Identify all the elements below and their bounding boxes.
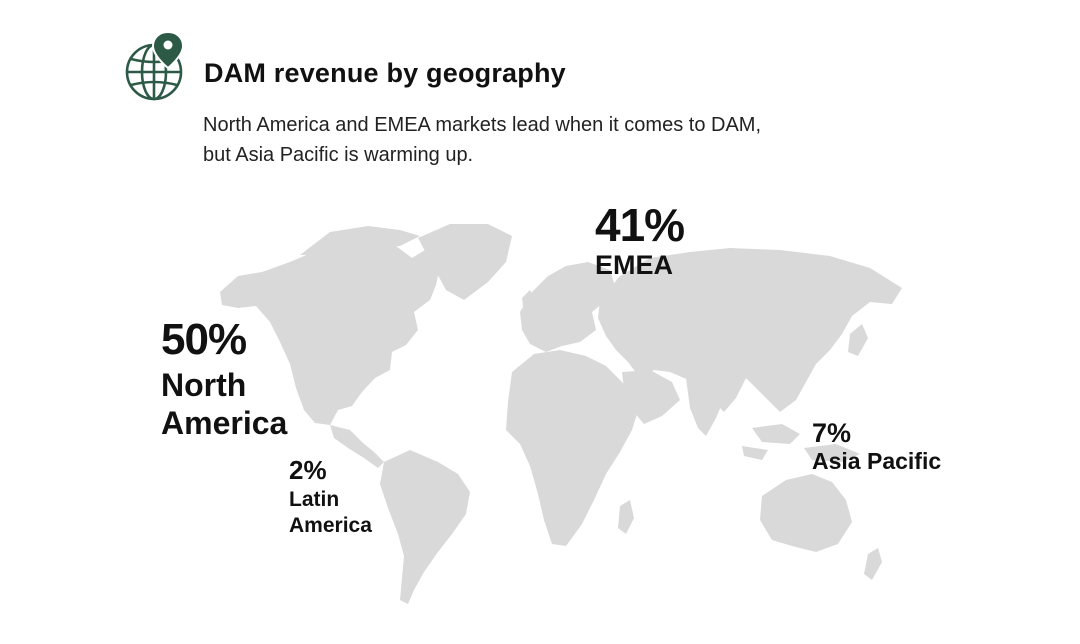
world-map: [220, 224, 902, 604]
greenland-land: [418, 224, 512, 300]
europe-land: [520, 262, 616, 352]
africa-land: [506, 350, 640, 546]
region-label-asia-pacific: 7% Asia Pacific: [812, 420, 941, 473]
page-subtitle: North America and EMEA markets lead when…: [203, 114, 761, 166]
page-title: DAM revenue by geography: [204, 58, 566, 88]
region-name: EMEA: [595, 250, 674, 280]
south-america-land: [380, 450, 470, 604]
region-share: 41%: [595, 199, 685, 251]
australia-land: [760, 474, 852, 552]
region-name: North America: [161, 367, 288, 441]
region-share: 50%: [161, 315, 247, 364]
region-share: 7%: [812, 418, 852, 448]
region-share: 2%: [289, 455, 327, 485]
region-label-emea: 41% EMEA: [595, 199, 685, 280]
globe-location-pin-icon: [124, 30, 188, 102]
region-name: Asia Pacific: [812, 448, 942, 474]
region-name: Latin America: [289, 488, 372, 537]
asia-land: [598, 248, 902, 412]
region-label-latin-america: 2% Latin America: [289, 457, 399, 539]
region-label-north-america: 50% North America: [161, 318, 321, 442]
north-america-land: [220, 235, 440, 425]
